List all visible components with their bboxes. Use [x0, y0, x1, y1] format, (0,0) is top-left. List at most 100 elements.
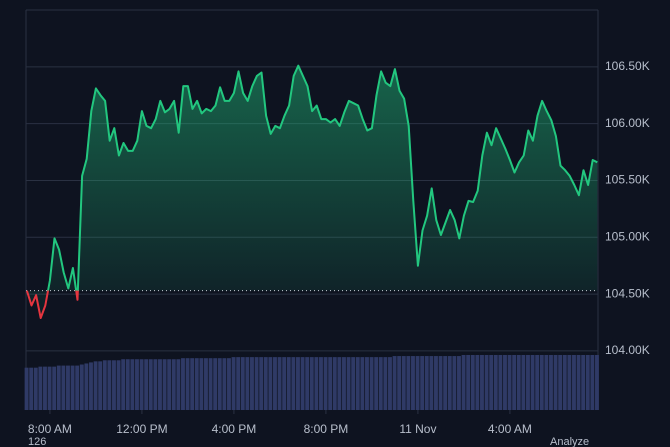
volume-bar	[43, 366, 47, 410]
volume-bar	[581, 355, 586, 410]
volume-bar	[388, 357, 392, 410]
volume-bar	[365, 357, 369, 410]
volume-bar	[314, 357, 319, 410]
volume-bar	[199, 358, 204, 410]
volume-bar	[84, 363, 89, 410]
volume-bar	[323, 357, 328, 410]
volume-bar	[33, 367, 38, 410]
volume-bar	[319, 357, 323, 410]
volume-bar	[296, 357, 300, 410]
volume-bar	[121, 359, 126, 410]
volume-bar	[590, 355, 595, 410]
y-tick-label: 105.50K	[605, 173, 650, 187]
volume-bar	[558, 355, 563, 410]
volume-bar	[98, 361, 103, 410]
volume-bar	[107, 360, 112, 410]
volume-bar	[213, 358, 218, 410]
volume-bar	[549, 355, 553, 410]
x-tick-label: 8:00 PM	[304, 422, 349, 436]
volume-bar	[461, 355, 466, 410]
volume-bar	[268, 357, 273, 410]
volume-bar	[93, 361, 98, 410]
y-tick-label: 104.50K	[605, 286, 650, 300]
volume-bar	[392, 356, 397, 410]
x-tick-label: 12:00 PM	[116, 422, 167, 436]
volume-bar	[305, 357, 310, 410]
volume-bar	[309, 357, 314, 410]
x-tick-label: 11 Nov	[399, 422, 436, 436]
volume-bar	[470, 355, 475, 410]
volume-bar	[562, 355, 567, 410]
volume-bar	[346, 357, 351, 410]
volume-bar	[75, 365, 80, 410]
volume-bar	[355, 357, 360, 410]
volume-bar	[406, 356, 411, 410]
volume-bar	[250, 357, 254, 410]
volume-bar	[102, 360, 107, 410]
volume-bar	[240, 357, 245, 410]
volume-bar	[61, 365, 66, 410]
footer-left: 126	[28, 436, 46, 447]
volume-bar	[332, 357, 337, 410]
volume-bar	[135, 359, 139, 410]
volume-bar	[424, 356, 429, 410]
volume-bar	[521, 355, 526, 410]
volume-bar	[530, 355, 535, 410]
price-line	[25, 64, 598, 319]
volume-bar	[447, 356, 452, 410]
volume-bar	[544, 355, 549, 410]
volume-bar	[567, 355, 572, 410]
volume-bar	[300, 357, 305, 410]
volume-bar	[66, 365, 70, 410]
volume-bar	[130, 359, 135, 410]
volume-bar	[374, 357, 379, 410]
volume-bar	[144, 359, 149, 410]
volume-bar	[217, 358, 222, 410]
volume-bar	[116, 360, 121, 410]
volume-bar	[273, 357, 277, 410]
y-tick-label: 105.00K	[605, 229, 650, 243]
volume-bar	[411, 356, 415, 410]
volume-bar	[585, 355, 590, 410]
volume-bar	[47, 366, 52, 410]
volume-bar	[383, 357, 388, 410]
volume-bar	[475, 355, 480, 410]
volume-bar	[259, 357, 264, 410]
volume-bar	[480, 355, 484, 410]
volume-bar	[277, 357, 282, 410]
volume-bar	[231, 357, 236, 410]
volume-bar	[208, 358, 213, 410]
volume-bar	[429, 356, 434, 410]
volume-bar	[342, 357, 346, 410]
volume-bar	[369, 357, 374, 410]
volume-bar	[576, 355, 581, 410]
volume-bar	[401, 356, 406, 410]
volume-bar	[56, 365, 61, 410]
volume-bar	[148, 359, 153, 410]
volume-bar	[452, 356, 457, 410]
volume-bar	[420, 356, 425, 410]
x-tick-label: 4:00 PM	[212, 422, 257, 436]
volume-bar	[139, 359, 144, 410]
volume-bar	[512, 355, 517, 410]
volume-bar	[263, 357, 268, 410]
volume-bar	[378, 357, 383, 410]
volume-bar	[222, 358, 227, 410]
volume-bar	[291, 357, 296, 410]
volume-bar	[438, 356, 443, 410]
volume-bar	[397, 356, 402, 410]
area	[26, 65, 598, 318]
volume-bar	[112, 360, 116, 410]
volume-bar	[162, 359, 167, 410]
volume-bar	[190, 358, 195, 410]
volume-bar	[24, 367, 29, 410]
volume-bar	[351, 357, 356, 410]
volume-bar	[181, 358, 185, 410]
volume-bar	[328, 357, 333, 410]
volume-bar	[493, 355, 498, 410]
volume-bar	[466, 355, 471, 410]
volume-bar	[535, 355, 540, 410]
volume-bar	[526, 355, 530, 410]
volume-bar	[282, 357, 287, 410]
